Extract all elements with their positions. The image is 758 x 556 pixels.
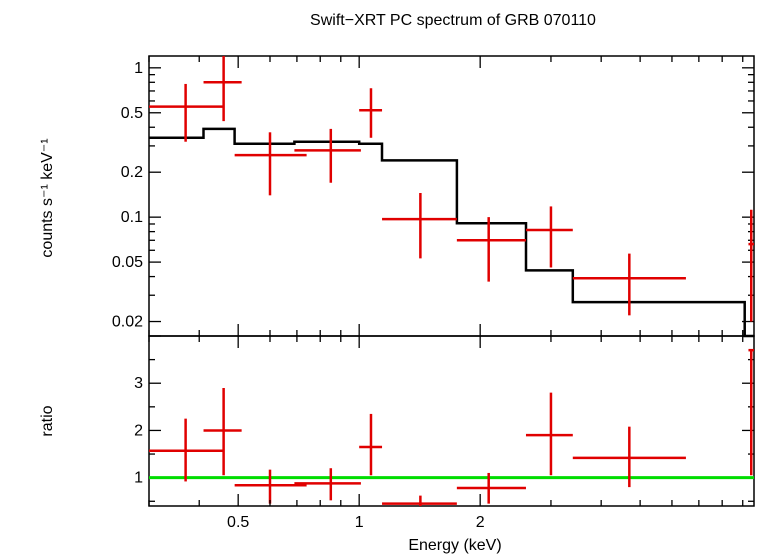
y-tick-label: 0.5 [121, 105, 143, 122]
model-step-line [149, 127, 754, 338]
x-tick-label: 1 [355, 514, 364, 531]
x-axis-ticks: 0.5 1 2 [148, 56, 744, 531]
top-panel: 1 0.5 0.2 0.1 0.05 0.02 counts s⁻¹ keV⁻¹ [39, 55, 755, 338]
bottom-panel: 1 2 3 ratio [39, 335, 755, 507]
y-tick-label: 0.1 [121, 209, 143, 226]
y-tick-label: 0.2 [121, 164, 143, 181]
chart-title: Swift−XRT PC spectrum of GRB 070110 [310, 12, 596, 29]
x-tick-label: 2 [476, 514, 485, 531]
top-panel-ylabel: counts s⁻¹ keV⁻¹ [39, 138, 56, 257]
y-tick-label: 1 [134, 60, 143, 77]
x-tick-label: 0.5 [227, 514, 249, 531]
x-axis-label: Energy (keV) [408, 537, 501, 554]
bottom-panel-ylabel: ratio [39, 405, 56, 436]
y-tick-label: 0.02 [112, 314, 143, 331]
top-panel-model [149, 127, 754, 338]
y-tick-label: 0.05 [112, 254, 143, 271]
top-panel-ticks: 1 0.5 0.2 0.1 0.05 0.02 [112, 60, 754, 331]
bottom-panel-data [149, 348, 754, 506]
ratio-tick-label: 2 [134, 422, 143, 439]
ratio-tick-label: 1 [134, 470, 143, 487]
ratio-tick-label: 3 [134, 375, 143, 392]
top-panel-data [149, 56, 754, 322]
bottom-panel-frame [148, 335, 755, 507]
top-panel-frame [148, 55, 755, 337]
